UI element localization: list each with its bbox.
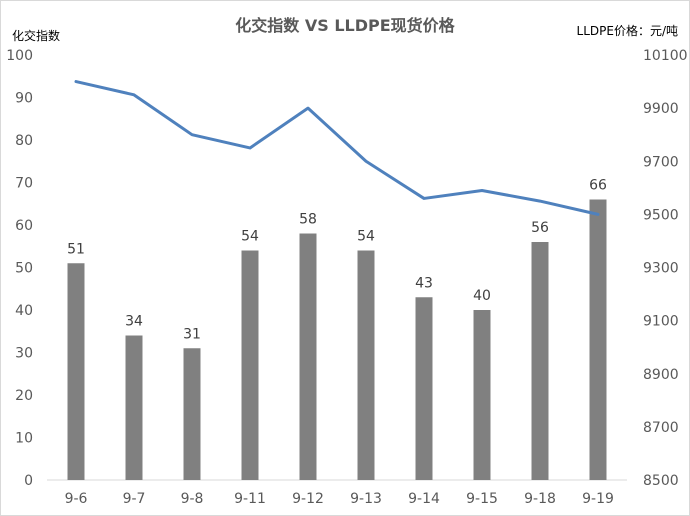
left-tick-label: 0: [24, 473, 33, 489]
bar-series: [67, 199, 607, 480]
left-tick-label: 90: [15, 91, 33, 107]
left-tick-label: 50: [15, 261, 33, 277]
left-tick-label: 40: [15, 303, 33, 319]
right-tick-label: 8700: [643, 420, 679, 436]
bar-data-label: 58: [299, 212, 317, 228]
bar: [357, 250, 375, 480]
x-tick-label: 9-6: [65, 491, 88, 507]
x-tick-label: 9-14: [408, 491, 440, 507]
x-tick-label: 9-18: [524, 491, 556, 507]
right-tick-label: 10100: [643, 48, 688, 64]
bar: [67, 263, 85, 480]
x-tick-label: 9-13: [350, 491, 382, 507]
x-tick-label: 9-12: [292, 491, 324, 507]
left-tick-label: 80: [15, 133, 33, 149]
right-tick-label: 9700: [643, 154, 679, 170]
bar-data-label: 34: [125, 314, 143, 330]
right-tick-label: 9500: [643, 207, 679, 223]
x-tick-label: 9-8: [181, 491, 204, 507]
right-tick-label: 9100: [643, 314, 679, 330]
bar-data-label: 56: [531, 220, 549, 236]
right-axis-title: LLDPE价格：元/吨: [577, 23, 678, 38]
chart-title: 化交指数 VS LLDPE现货价格: [235, 16, 455, 35]
left-tick-label: 10: [15, 431, 33, 447]
bar-data-label: 66: [589, 178, 607, 194]
left-tick-label: 60: [15, 218, 33, 234]
left-axis-title: 化交指数: [12, 28, 60, 43]
right-tick-label: 9900: [643, 101, 679, 117]
bar: [473, 310, 491, 480]
bar: [241, 250, 259, 480]
left-tick-label: 20: [15, 388, 33, 404]
left-tick-label: 100: [6, 48, 33, 64]
bar-data-label: 43: [415, 275, 433, 291]
x-tick-label: 9-11: [234, 491, 266, 507]
right-tick-label: 8500: [643, 473, 679, 489]
bar: [125, 335, 143, 480]
bar: [183, 348, 201, 480]
bar: [415, 297, 433, 480]
line-series: [74, 80, 600, 216]
left-tick-label: 30: [15, 346, 33, 362]
price-line: [74, 80, 600, 216]
x-tick-label: 9-19: [582, 491, 614, 507]
x-tick-label: 9-15: [466, 491, 498, 507]
bar: [299, 233, 317, 480]
bar-data-label: 54: [357, 229, 375, 245]
bar-data-label: 51: [67, 241, 85, 257]
bar-data-label: 54: [241, 229, 259, 245]
left-axis-ticks: 0 10 20 30 40 50 60 70 80 90 100: [6, 48, 33, 489]
bar-data-label: 40: [473, 288, 491, 304]
bar: [589, 199, 607, 480]
right-tick-label: 9300: [643, 261, 679, 277]
bar: [531, 242, 549, 480]
bar-data-label: 31: [183, 326, 201, 342]
bar-data-labels: 51 34 31 54 58 54 43 40 56 66: [67, 178, 607, 343]
right-axis-ticks: 8500 8700 8900 9100 9300 9500 9700 9900 10100: [643, 48, 688, 489]
x-tick-label: 9-7: [123, 491, 146, 507]
x-axis-ticks: 9-6 9-7 9-8 9-11 9-12 9-13 9-14 9-15 9-18 9-19: [65, 491, 614, 507]
left-tick-label: 70: [15, 176, 33, 192]
right-tick-label: 8900: [643, 367, 679, 383]
